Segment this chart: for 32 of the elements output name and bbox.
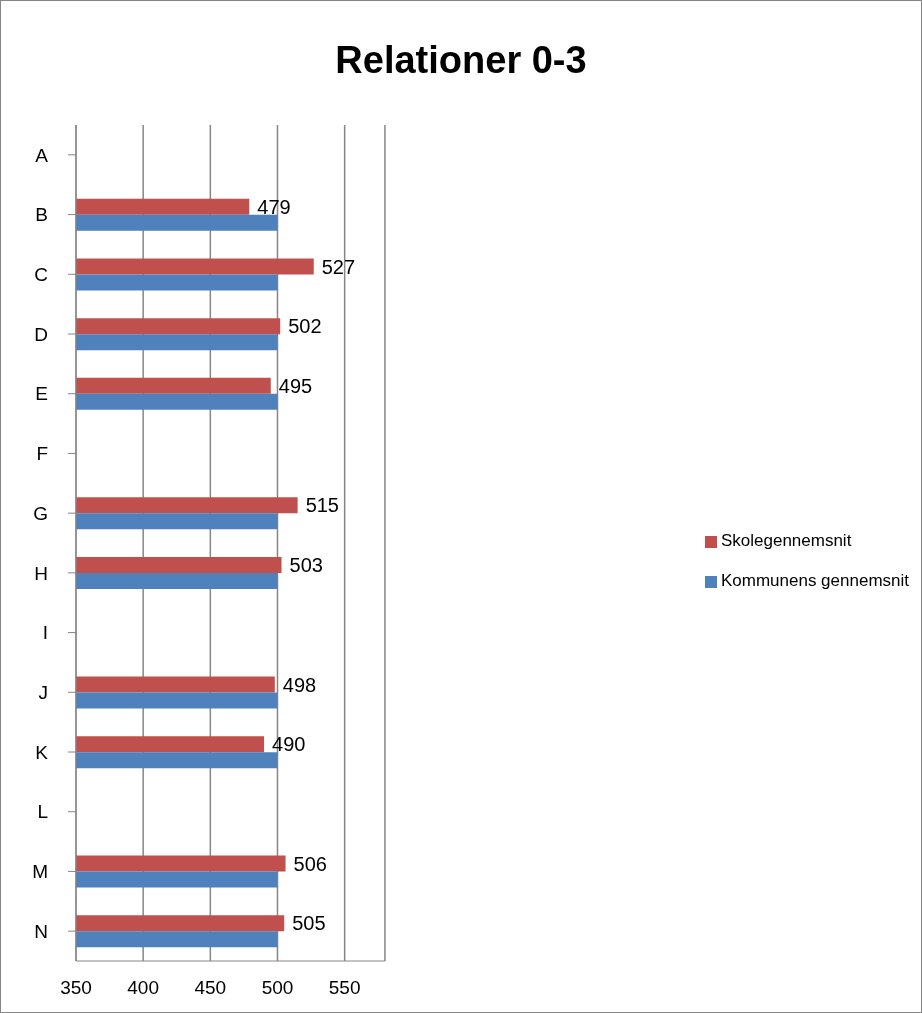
- y-tick-label: N: [34, 920, 48, 942]
- y-tick-label: J: [38, 682, 48, 704]
- y-tick-label: K: [35, 741, 49, 763]
- legend-label: Skolegennemsnit: [720, 531, 852, 550]
- x-tick-label: 550: [328, 977, 361, 999]
- y-tick-label: M: [32, 861, 48, 883]
- data-label: 527: [321, 255, 356, 278]
- x-tick-label: 350: [60, 977, 92, 999]
- y-tick-label: B: [35, 204, 48, 226]
- data-label: 479: [257, 195, 291, 218]
- y-tick-label: F: [36, 443, 48, 465]
- data-label: 515: [305, 494, 340, 517]
- y-tick-label: L: [37, 801, 48, 823]
- y-tick-label: H: [34, 562, 48, 584]
- data-label: 502: [288, 315, 322, 338]
- data-label: 503: [289, 554, 323, 577]
- y-tick-label: C: [34, 264, 48, 286]
- y-tick-label: I: [42, 622, 48, 644]
- x-tick-label: 450: [194, 977, 227, 999]
- y-tick-label: A: [35, 144, 49, 166]
- data-label: 505: [292, 912, 326, 935]
- y-tick-label: G: [33, 502, 48, 524]
- x-tick-label: 500: [261, 977, 294, 999]
- data-label: 498: [282, 673, 317, 696]
- text: Relationer 0-3: [334, 39, 588, 82]
- y-tick-label: E: [35, 383, 48, 405]
- x-tick-label: 400: [127, 977, 160, 999]
- y-tick-label: D: [34, 323, 48, 345]
- data-label: 495: [278, 374, 313, 397]
- data-label: 506: [293, 852, 327, 875]
- legend-label: Kommunens gennemsnit: [720, 571, 909, 590]
- data-label: 490: [272, 733, 306, 756]
